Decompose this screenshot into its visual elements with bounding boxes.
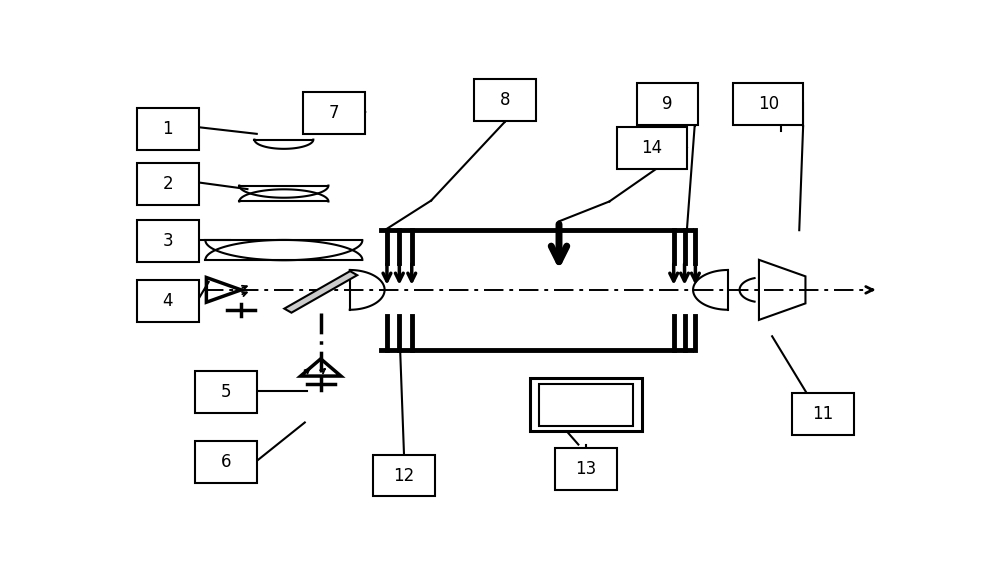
Text: 6: 6	[220, 453, 231, 471]
Text: 1: 1	[162, 119, 173, 138]
Text: 12: 12	[393, 467, 415, 484]
FancyBboxPatch shape	[373, 455, 435, 497]
Text: 10: 10	[758, 95, 779, 113]
FancyBboxPatch shape	[195, 441, 257, 483]
FancyBboxPatch shape	[474, 79, 536, 121]
Text: 11: 11	[812, 405, 833, 422]
FancyBboxPatch shape	[539, 383, 633, 426]
FancyBboxPatch shape	[555, 448, 617, 490]
FancyBboxPatch shape	[137, 220, 199, 262]
FancyBboxPatch shape	[530, 378, 642, 431]
Polygon shape	[284, 271, 357, 313]
Text: 14: 14	[641, 139, 663, 157]
Text: 3: 3	[162, 232, 173, 250]
FancyBboxPatch shape	[195, 371, 257, 413]
FancyBboxPatch shape	[137, 107, 199, 150]
FancyBboxPatch shape	[792, 393, 854, 435]
FancyBboxPatch shape	[137, 163, 199, 205]
Text: 4: 4	[162, 292, 173, 310]
Text: 2: 2	[162, 175, 173, 193]
Text: 7: 7	[329, 104, 340, 122]
Text: 5: 5	[220, 382, 231, 401]
Text: 8: 8	[500, 91, 510, 109]
FancyBboxPatch shape	[617, 127, 687, 169]
Text: 13: 13	[576, 460, 597, 478]
FancyBboxPatch shape	[637, 83, 698, 125]
Text: 9: 9	[662, 95, 673, 113]
FancyBboxPatch shape	[733, 83, 803, 125]
FancyBboxPatch shape	[137, 280, 199, 322]
FancyBboxPatch shape	[303, 92, 365, 134]
